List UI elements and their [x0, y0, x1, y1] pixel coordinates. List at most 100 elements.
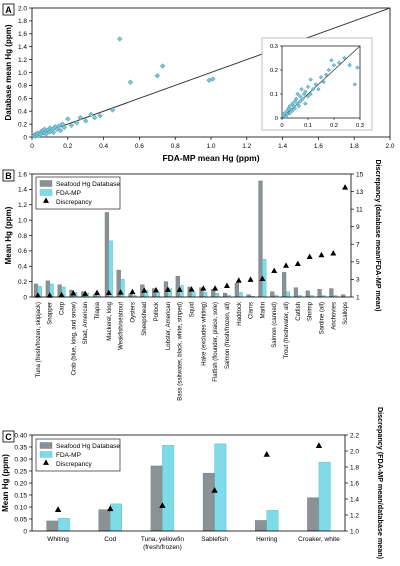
x-category-label: Flatfish (flounder, plaice, sole) [213, 302, 219, 382]
x-tick-label: 1.4 [278, 143, 287, 150]
data-point [297, 98, 303, 104]
discrepancy-marker [159, 502, 166, 508]
discrepancy-marker [176, 286, 183, 292]
data-point [56, 123, 62, 129]
bar-fda-mp [266, 510, 279, 532]
discrepancy-marker [46, 292, 53, 298]
data-point [57, 127, 64, 134]
discrepancy-marker [58, 291, 65, 298]
panel-label-box [2, 3, 15, 16]
y2-tick-label: 5 [356, 259, 360, 266]
y-tick-label: 0.10 [14, 504, 27, 511]
panel-label-box [2, 430, 15, 443]
data-point [294, 96, 299, 102]
panel-c: 0 0.05 0.10 0.15 0.20 0.25 0.30 0.35 0.40 1.0 1.2 1… [1, 407, 385, 560]
data-point [342, 55, 347, 61]
data-point [318, 74, 324, 80]
discrepancy-marker [164, 286, 171, 292]
bar-database [202, 472, 215, 532]
y2-tick-label: 2.0 [350, 448, 359, 455]
y-tick-label: 1.6 [18, 31, 27, 38]
y-axis-label: Mean Hg (ppm) [1, 454, 10, 512]
bar-fda-mp [203, 292, 208, 298]
data-point [299, 86, 304, 92]
legend-swatch [39, 442, 53, 449]
panel-a: 0 0.2 0.4 0.6 0.8 1.0 1.2 1.4 1.6 1.8 2.0 0 0.2 0.4 0.… [4, 5, 395, 163]
data-point [352, 82, 358, 87]
legend: Seafood Hg Database FDA-MP Discrepancy [35, 438, 120, 472]
bar-fda-mp [285, 291, 290, 298]
x-category-label: Catfish [296, 302, 302, 321]
x-category-label: Anchovies [331, 302, 337, 330]
data-point [287, 103, 293, 109]
y2-tick-label: 1.0 [350, 528, 359, 535]
x-category-label: Croaker, white [298, 536, 340, 543]
data-point [65, 116, 71, 122]
discrepancy-marker [283, 262, 290, 268]
x-category-label: Sardine (all) [319, 302, 325, 334]
x-category-label: Tuna, yellowfin [141, 536, 184, 543]
y2-tick-label: 7 [356, 242, 360, 249]
x-tick-label: 0.4 [99, 143, 108, 150]
data-point [300, 96, 306, 102]
y-tick-label: 0.8 [18, 233, 27, 240]
discrepancy-marker [318, 251, 325, 258]
x-category-label: Weakfish/seatrout [119, 302, 125, 350]
x-category-label: Trout (freshwater, all) [284, 302, 290, 358]
x-tick-label: 2.0 [385, 143, 394, 150]
data-point [355, 65, 360, 70]
y-tick-label: 1.4 [18, 187, 27, 194]
legend-label: FDA-MP [56, 452, 81, 459]
x-axis-label: FDA-MP mean Hg (ppm) [162, 153, 259, 163]
bar-database [317, 289, 322, 298]
legend-swatch [39, 189, 53, 196]
data-point [321, 79, 326, 85]
discrepancy-marker [70, 290, 77, 296]
y-tick-label: 0.6 [18, 248, 27, 255]
panel-label-A: A [2, 3, 15, 16]
data-point [305, 94, 311, 99]
x-category-label: Shad, American [83, 302, 89, 344]
inset-y-tick-label: 0.3 [270, 44, 278, 50]
bar-fda-mp [191, 291, 196, 298]
panel-label-text: C [5, 432, 12, 442]
x-category-label: Mackerel, king [107, 302, 113, 341]
x-tick-label: 1.8 [350, 143, 359, 150]
x-tick-label: 0.2 [63, 143, 72, 150]
data-point [295, 91, 300, 97]
data-point [154, 72, 161, 79]
inset-x-tick-label: 0.2 [330, 123, 338, 129]
y2-tick-label: 1.2 [350, 512, 359, 519]
x-category-label: Bass (saltwater, black, white, striped) [178, 302, 184, 401]
bar-fda-mp [214, 292, 220, 298]
bar-database [270, 291, 275, 298]
y2-tick-label: 9 [356, 224, 360, 231]
x-category-label: Lobster, American [166, 302, 172, 350]
y-tick-label: 0 [23, 134, 27, 141]
discrepancy-marker [212, 285, 219, 291]
legend-label: Seafood Hg Database [56, 181, 120, 188]
legend-label: Discrepancy [56, 199, 93, 206]
x-category-label: Oysters [130, 302, 136, 323]
inset-y-tick-label: 0 [275, 116, 278, 122]
discrepancy-marker [306, 253, 313, 259]
x-category-label: Herring [256, 536, 278, 543]
discrepancy-marker [342, 184, 349, 190]
x-category-label: Tuna (fresh/frozen, skipjack) [36, 302, 42, 377]
legend-label: Discrepancy [56, 461, 93, 468]
data-point [308, 77, 313, 82]
data-point [210, 76, 216, 82]
discrepancy-marker [82, 290, 89, 296]
x-category-label: Clams [249, 302, 255, 319]
y-tick-label: 1.0 [18, 70, 27, 77]
inset-x-tick-label: 0.1 [304, 123, 312, 129]
y-tick-label: 0 [23, 528, 27, 535]
data-point [97, 112, 103, 119]
discrepancy-marker [294, 260, 301, 267]
y-tick-label: 1.4 [18, 44, 27, 51]
inset-frame [281, 45, 361, 119]
y-tick-label: 0.40 [14, 432, 27, 439]
y-tick-label: 0.8 [18, 83, 27, 90]
y-tick-label: 1.8 [18, 18, 27, 25]
y-tick-label: 0.4 [18, 109, 27, 116]
